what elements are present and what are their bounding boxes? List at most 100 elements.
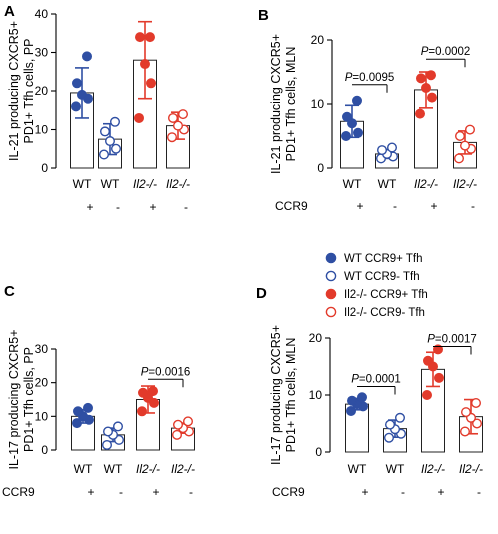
category-label: WT	[74, 462, 93, 476]
data-point	[133, 112, 144, 123]
data-point	[461, 407, 472, 418]
data-point	[76, 89, 87, 100]
ccr9-sign: -	[401, 485, 405, 499]
data-point	[385, 419, 396, 430]
category-label: WT	[343, 177, 362, 191]
data-point	[70, 101, 81, 112]
legend-marker	[325, 306, 337, 318]
ccr9-label: CCR9	[272, 485, 305, 499]
y-tick-label: 10	[309, 388, 323, 402]
y-axis-label: PD1+ Tfh cells, PP	[22, 347, 36, 452]
data-point	[342, 111, 353, 122]
data-point	[101, 439, 112, 450]
data-point	[172, 419, 183, 430]
y-tick-label: 30	[35, 342, 49, 356]
data-point	[137, 387, 148, 398]
y-tick-label: 10	[35, 123, 49, 137]
category-label: WT	[386, 462, 405, 476]
ccr9-label: CCR9	[275, 199, 308, 213]
data-point	[71, 78, 82, 89]
category-label: WT	[378, 177, 397, 191]
data-point	[433, 344, 444, 355]
ccr9-sign: -	[189, 485, 193, 499]
data-point	[387, 142, 398, 153]
p-symbol: P	[141, 366, 149, 378]
ccr9-sign: -	[471, 199, 475, 213]
data-point	[353, 127, 364, 138]
y-axis-label: IL-21 producing CXCR5+	[7, 21, 21, 161]
y-tick-label: 0	[41, 161, 48, 175]
data-point	[145, 78, 156, 89]
y-tick-label: 0	[41, 443, 48, 457]
y-tick-label: 20	[311, 33, 325, 47]
category-label: WT	[348, 462, 367, 476]
category-label-italic: Il2-/-	[453, 177, 477, 191]
data-point	[421, 82, 432, 93]
category-label-italic: Il2-/-	[459, 462, 483, 476]
data-point	[422, 390, 433, 401]
category-label: Il2-/-	[414, 177, 438, 191]
p-value: =0.0016	[148, 366, 190, 378]
panels: AIL-21 producing CXCR5+ PD1+ Tfh cells, P…	[2, 3, 483, 499]
data-point	[167, 112, 178, 123]
p-value: =0.0001	[359, 373, 401, 385]
data-point	[71, 418, 82, 429]
y-tick-label: 20	[35, 376, 49, 390]
ccr9-sign: -	[184, 200, 188, 214]
y-tick-label: 0	[315, 445, 322, 459]
data-point	[72, 406, 83, 417]
category-label: Il2-/-	[136, 462, 160, 476]
data-point	[377, 145, 388, 156]
panel-c: C IL-17 producing CXCR5+ PD1+ Tfh cells, P…	[2, 283, 195, 499]
data-point	[139, 59, 150, 70]
panel-b: BIL-21 producing CXCR5+ PD1+ Tfh cells, M…	[258, 7, 477, 213]
category-label: Il2-/-	[453, 177, 477, 191]
p-symbol: P	[427, 334, 435, 346]
data-point	[416, 73, 427, 84]
category-label-italic: Il2-/-	[166, 177, 190, 191]
data-point	[471, 397, 482, 408]
p-value-label: P=0.0016	[141, 366, 191, 378]
data-point	[434, 372, 445, 383]
data-point	[98, 149, 109, 160]
category-label: WT	[104, 462, 123, 476]
data-point	[347, 395, 358, 406]
y-axis-label: IL-17 producing CXCR5+	[7, 329, 21, 469]
category-label-italic: Il2-/-	[421, 462, 445, 476]
data-point	[352, 95, 363, 106]
data-point	[415, 108, 426, 119]
data-point	[177, 109, 188, 120]
legend-label: WT CCR9- Tfh	[344, 271, 420, 283]
data-point	[384, 432, 395, 443]
ccr9-sign: +	[361, 485, 368, 499]
y-axis-label: PD1+ Tfh cells, PP	[22, 38, 36, 143]
ccr9-sign: +	[87, 485, 94, 499]
y-tick-label: 20	[309, 331, 323, 345]
data-point	[134, 32, 145, 43]
p-value-label: P=0.0017	[427, 334, 477, 346]
data-point	[423, 355, 434, 366]
data-point	[357, 392, 368, 403]
y-axis-label: IL-21 producing CXCR5+	[269, 34, 283, 174]
data-point	[426, 70, 437, 81]
data-point	[81, 51, 92, 62]
category-label-italic: Il2-/-	[133, 177, 157, 191]
data-point	[455, 130, 466, 141]
y-tick-label: 30	[35, 46, 49, 60]
y-axis-label: PD1+ Tfh cells, MLN	[284, 338, 298, 453]
data-point	[171, 429, 182, 440]
category-label: WT	[73, 177, 92, 191]
data-point	[427, 92, 438, 103]
data-point	[465, 124, 476, 135]
data-point	[182, 416, 193, 427]
ccr9-sign: -	[116, 200, 120, 214]
legend-label: WT CCR9+ Tfh	[344, 253, 423, 265]
legend-marker	[325, 288, 337, 300]
y-tick-label: 10	[311, 97, 325, 111]
y-tick-label: 40	[35, 7, 49, 21]
category-label: Il2-/-	[171, 462, 195, 476]
data-point	[347, 118, 358, 129]
y-axis-label: IL-17 producing CXCR5+	[269, 325, 283, 465]
ccr9-sign: -	[119, 485, 123, 499]
